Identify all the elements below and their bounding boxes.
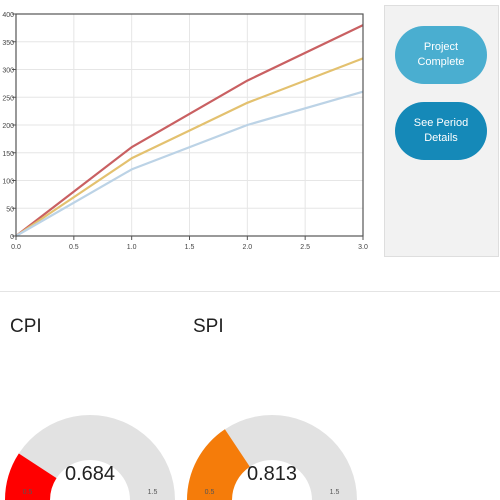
cpi-value: 0.684 bbox=[65, 463, 115, 485]
y-tick-label: 200 bbox=[2, 123, 14, 130]
cpi-min-label: 0.5 bbox=[23, 489, 33, 496]
spi-gauge: 0.813 0.5 1.5 bbox=[187, 415, 357, 500]
y-tick-label: 50 bbox=[6, 206, 14, 213]
x-tick-label: 1.0 bbox=[127, 244, 137, 251]
y-tick-label: 150 bbox=[2, 151, 14, 158]
spi-title: SPI bbox=[193, 316, 224, 337]
cpi-gauge-fill bbox=[5, 453, 57, 500]
series-line-2 bbox=[15, 57, 364, 237]
x-tick-label: 0.0 bbox=[11, 244, 21, 251]
x-tick-label: 3.0 bbox=[358, 244, 368, 251]
x-tick-label: 2.5 bbox=[300, 244, 310, 251]
x-tick-label: 2.0 bbox=[242, 244, 252, 251]
spi-min-label: 0.5 bbox=[205, 489, 215, 496]
cpi-gauge: 0.684 0.5 1.5 bbox=[5, 415, 175, 500]
y-tick-label: 400 bbox=[2, 12, 14, 19]
x-tick-label: 0.5 bbox=[69, 244, 79, 251]
spi-value: 0.813 bbox=[247, 463, 297, 485]
y-tick-label: 300 bbox=[2, 68, 14, 75]
project-complete-button[interactable]: Project Complete bbox=[395, 26, 487, 84]
spi-gauge-fill bbox=[187, 429, 250, 500]
y-tick-label: 350 bbox=[2, 40, 14, 47]
x-tick-label: 1.5 bbox=[185, 244, 195, 251]
spi-max-label: 1.5 bbox=[330, 489, 340, 496]
cpi-max-label: 1.5 bbox=[148, 489, 158, 496]
y-tick-label: 250 bbox=[2, 95, 14, 102]
section-divider bbox=[0, 291, 500, 292]
series-line-3 bbox=[15, 90, 364, 237]
series-line-1 bbox=[15, 24, 364, 237]
line-chart-svg: 0.0 0.5 1.0 1.5 2.0 2.5 3.0 0 50 100 150 200 250 300 3… bbox=[2, 12, 368, 251]
y-tick-label: 0 bbox=[10, 234, 14, 241]
y-tick-label: 100 bbox=[2, 179, 14, 186]
cpi-title: CPI bbox=[10, 316, 42, 337]
action-panel: Project Complete See Period Details bbox=[384, 5, 499, 257]
see-period-details-button[interactable]: See Period Details bbox=[395, 102, 487, 160]
line-chart: 0.0 0.5 1.0 1.5 2.0 2.5 3.0 0 50 100 150 200 250 300 3… bbox=[0, 0, 370, 260]
